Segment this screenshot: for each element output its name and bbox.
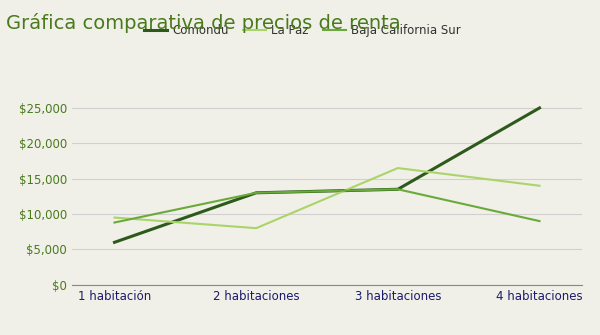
La Paz — [253, 226, 260, 230]
Baja California Sur — [394, 187, 401, 191]
Legend: Comondú, La Paz, Baja California Sur: Comondú, La Paz, Baja California Sur — [139, 19, 466, 42]
La Paz — [536, 184, 543, 188]
Comondú — [394, 187, 401, 191]
Comondú — [536, 106, 543, 110]
Baja California Sur — [111, 220, 118, 224]
Line: La Paz: La Paz — [115, 168, 539, 228]
Line: Comondú: Comondú — [115, 108, 539, 242]
Comondú — [111, 240, 118, 244]
La Paz — [111, 215, 118, 219]
Baja California Sur — [536, 219, 543, 223]
Comondú — [253, 191, 260, 195]
La Paz — [394, 166, 401, 170]
Text: Gráfica comparativa de precios de renta: Gráfica comparativa de precios de renta — [6, 13, 401, 34]
Line: Baja California Sur: Baja California Sur — [115, 189, 539, 222]
Baja California Sur — [253, 191, 260, 195]
